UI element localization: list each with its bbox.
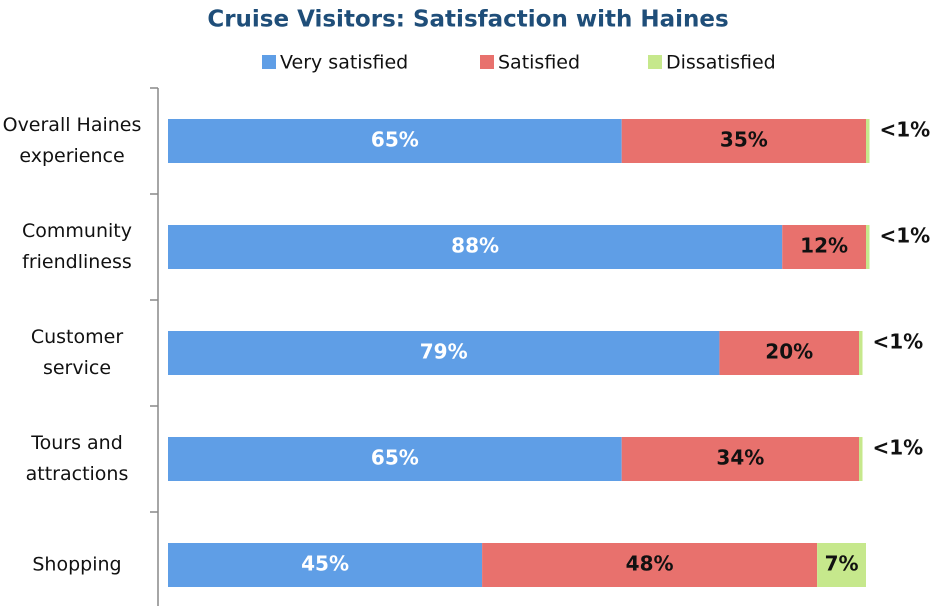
data-label: <1% [873, 330, 924, 354]
data-label: 65% [371, 446, 419, 470]
data-label: 35% [720, 128, 768, 152]
bar-segment [168, 437, 622, 481]
legend-swatch [480, 55, 494, 69]
bar-segment [168, 225, 783, 269]
data-label: 34% [716, 446, 764, 470]
bar-segment [168, 331, 720, 375]
chart-title: Cruise Visitors: Satisfaction with Haine… [207, 7, 728, 33]
data-label: 45% [301, 552, 349, 576]
data-label: <1% [873, 436, 924, 460]
data-label: 48% [626, 552, 674, 576]
data-label: 7% [825, 552, 859, 576]
bar-segment [168, 543, 483, 587]
data-label: 12% [800, 234, 848, 258]
bar-segment [859, 437, 863, 481]
legend-label: Dissatisfied [666, 52, 776, 74]
bar-segment [817, 543, 866, 587]
bar-segment [621, 437, 860, 481]
bar-segment [168, 119, 622, 163]
data-label: 88% [451, 234, 499, 258]
bar-segment [719, 331, 860, 375]
bar-segment [782, 225, 866, 269]
y-tick-label: Community friendliness [22, 220, 132, 273]
data-label: <1% [879, 224, 930, 248]
legend-swatch [648, 55, 662, 69]
bar-segment [482, 543, 818, 587]
legend-swatch [262, 55, 276, 69]
data-label: 20% [765, 340, 813, 364]
bar-segment [621, 119, 866, 163]
y-tick-label: Overall Haines experience [2, 114, 142, 167]
data-label: 65% [371, 128, 419, 152]
legend-label: Very satisfied [280, 52, 408, 74]
y-tick-label: Shopping [32, 553, 122, 576]
data-label: <1% [879, 118, 930, 142]
y-tick-label: Customer service [30, 326, 124, 379]
bar-segment [859, 331, 863, 375]
legend-label: Satisfied [498, 52, 580, 74]
y-tick-label: Tours and attractions [25, 432, 129, 485]
data-label: 79% [420, 340, 468, 364]
bar-segment [866, 119, 870, 163]
bar-segment [866, 225, 870, 269]
